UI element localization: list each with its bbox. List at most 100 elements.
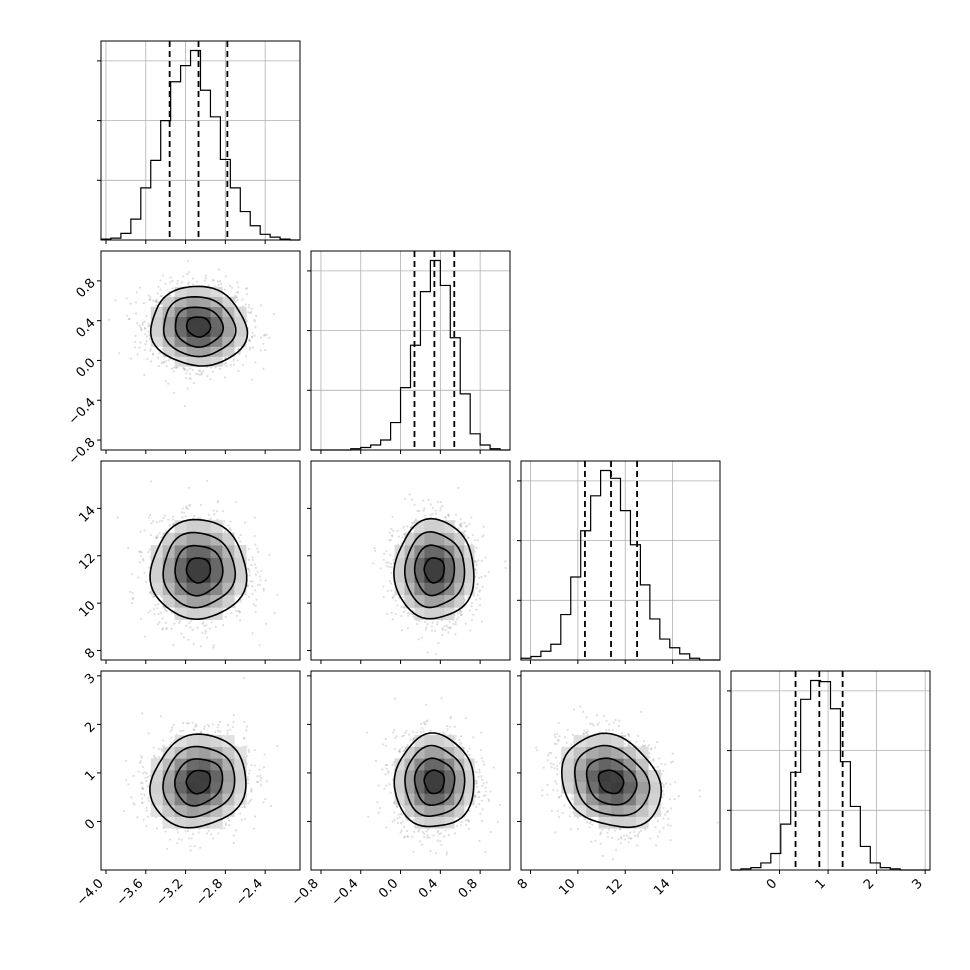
contour-line (149, 285, 249, 367)
sample-point (222, 510, 225, 513)
sample-point (475, 608, 478, 611)
density-cell (210, 569, 223, 583)
sample-point (388, 539, 391, 542)
sample-point (452, 623, 455, 626)
density-cell (186, 286, 199, 298)
sample-point (389, 553, 392, 557)
sample-point (252, 603, 255, 606)
panel-content (116, 479, 300, 649)
sample-point (455, 618, 458, 621)
sample-point (148, 298, 151, 301)
sample-point (151, 352, 155, 356)
histogram-bars (520, 469, 720, 661)
sample-point (186, 387, 189, 390)
density-cell (186, 296, 199, 308)
sample-point (391, 618, 394, 621)
density-cell (210, 356, 223, 367)
sample-point (436, 621, 439, 624)
sample-point (160, 536, 163, 539)
sample-point (181, 507, 184, 510)
sample-point (445, 624, 449, 627)
sample-point (390, 534, 394, 537)
sample-point (254, 573, 258, 576)
sample-point (251, 592, 254, 595)
sample-point (198, 369, 201, 372)
sample-point (211, 278, 214, 281)
sample-point (235, 291, 238, 294)
sample-point (213, 512, 216, 516)
sample-point (164, 380, 167, 383)
sample-point (217, 499, 220, 503)
sample-point (459, 518, 462, 521)
sample-point (165, 627, 168, 630)
sample-point (155, 298, 158, 301)
sample-point (212, 279, 215, 282)
sample-point (482, 525, 485, 528)
sample-point (251, 580, 254, 583)
sample-point (204, 630, 207, 633)
sample-point (218, 280, 222, 283)
sample-point (418, 619, 421, 623)
sample-point (246, 567, 250, 571)
sample-point (373, 547, 376, 550)
sample-point (221, 624, 225, 627)
sample-point (172, 391, 176, 395)
sample-point (479, 597, 482, 600)
sample-point (139, 341, 142, 344)
density-cell (210, 582, 223, 596)
sample-point (155, 536, 158, 539)
sample-point (223, 520, 226, 523)
sample-point (464, 534, 467, 537)
sample-point (131, 591, 134, 595)
density-cell (186, 569, 199, 583)
sample-point (152, 608, 156, 611)
sample-point (260, 336, 263, 339)
sample-point (139, 326, 142, 329)
density-cell (198, 346, 211, 357)
sample-point (420, 636, 423, 639)
sample-point (161, 274, 165, 277)
sample-point (385, 549, 388, 553)
sample-point (197, 516, 200, 520)
sample-point (273, 611, 276, 614)
sample-point (256, 547, 259, 550)
sample-point (134, 334, 137, 338)
sample-point (189, 503, 192, 506)
sample-point (181, 516, 184, 519)
density-cell (162, 306, 175, 317)
sample-point (146, 357, 149, 360)
sample-point (160, 302, 163, 305)
sample-point (245, 287, 248, 290)
sample-point (253, 318, 256, 322)
density-cell (222, 346, 235, 357)
sample-point (244, 355, 248, 358)
density-cell (174, 296, 187, 308)
sample-point (463, 521, 466, 524)
sample-point (147, 611, 150, 614)
sample-point (234, 296, 237, 299)
sample-point (183, 368, 186, 372)
sample-point (247, 306, 251, 309)
sample-point (431, 507, 435, 510)
sample-point (173, 622, 176, 625)
sample-point (474, 569, 477, 572)
sample-point (229, 364, 232, 367)
sample-point (189, 619, 192, 623)
sample-point (143, 635, 147, 638)
sample-point (390, 571, 393, 575)
sample-point (379, 567, 382, 570)
sample-point (238, 611, 242, 614)
sample-point (139, 617, 142, 621)
sample-point (480, 559, 483, 562)
density-cell (198, 569, 211, 583)
sample-point (476, 539, 479, 542)
sample-point (211, 370, 215, 373)
sample-point (460, 610, 463, 613)
density-cell (222, 582, 235, 596)
sample-point (254, 325, 257, 329)
sample-point (183, 511, 186, 515)
sample-point (187, 281, 190, 284)
sample-point (216, 280, 219, 283)
sample-point (427, 498, 430, 502)
sample-point (474, 559, 477, 563)
